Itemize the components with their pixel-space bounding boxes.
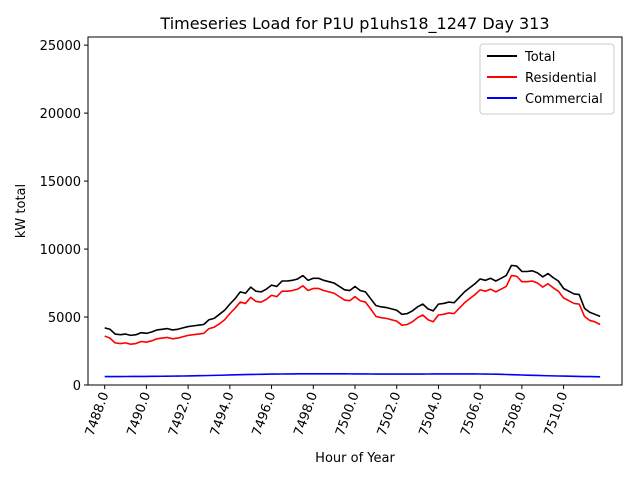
y-tick-label: 25000	[40, 39, 81, 54]
legend-label-commercial: Commercial	[525, 92, 603, 107]
legend-label-residential: Residential	[525, 71, 597, 86]
legend-box	[479, 43, 615, 115]
y-tick-label: 0	[73, 379, 81, 394]
y-axis: 0 5000 10000 15000 20000 25000	[40, 39, 88, 394]
y-axis-label: kW total	[14, 184, 29, 238]
y-tick-label: 20000	[40, 107, 81, 122]
series-line-total	[104, 264, 601, 337]
series-line-residential	[104, 274, 601, 346]
series-line-commercial	[104, 372, 601, 378]
legend-label-total: Total	[524, 50, 555, 65]
series-layer	[104, 264, 601, 378]
y-tick-label: 10000	[40, 243, 81, 258]
y-tick-label: 5000	[48, 311, 81, 326]
legend: Total Residential Commercial	[479, 43, 615, 115]
x-axis-label: Hour of Year	[315, 451, 395, 466]
y-tick-label: 15000	[40, 175, 81, 190]
chart-title: Timeseries Load for P1U p1uhs18_1247 Day…	[159, 14, 549, 34]
